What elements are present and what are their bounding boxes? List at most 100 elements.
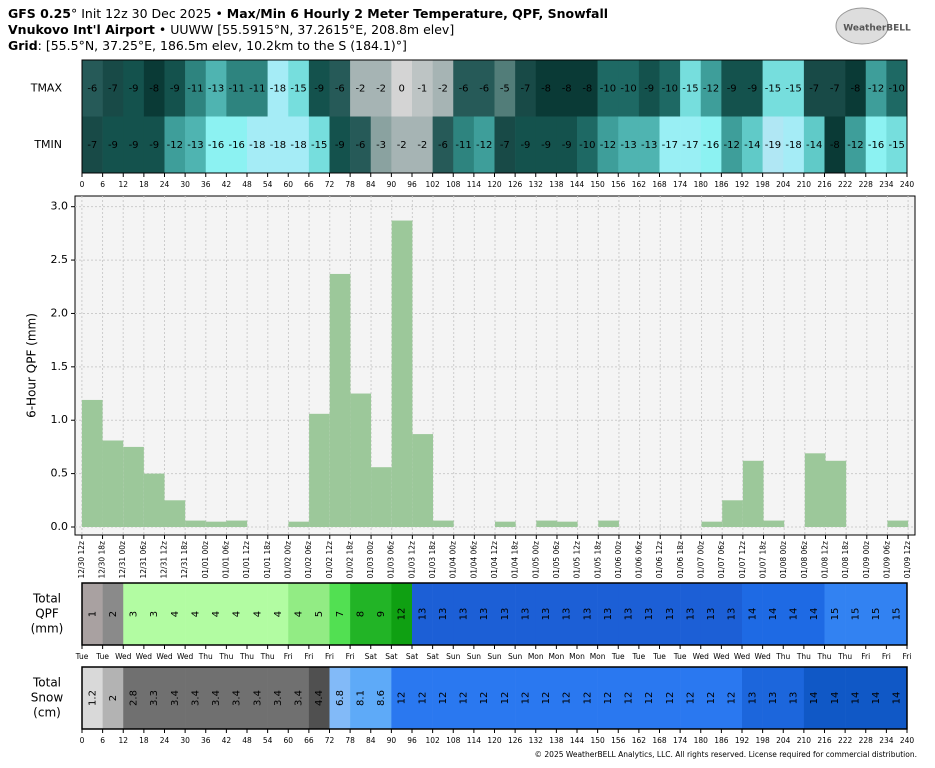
cell-label: -15 [311, 140, 327, 151]
x-tick-label: 01/09 12z [903, 541, 912, 579]
strip-cell [742, 583, 763, 645]
strip-cell [185, 667, 207, 729]
x-tick-label: Thu [239, 652, 254, 661]
x-tick-label: 66 [304, 180, 314, 189]
bar [350, 393, 372, 527]
cell-label: -11 [455, 140, 471, 151]
cell-label: 12 [500, 692, 511, 705]
cell-label: 13 [582, 608, 593, 621]
cell-label: -9 [314, 83, 324, 94]
heat-cell [762, 116, 784, 173]
cell-label: -15 [765, 83, 781, 94]
heat-cell [247, 60, 268, 117]
bar [722, 500, 743, 527]
strip-cell [370, 583, 392, 645]
heat-cell [453, 60, 475, 117]
strip-label: Total [32, 592, 61, 606]
heat-cell [453, 116, 475, 173]
station: Vnukovo Int'l Airport [8, 22, 155, 37]
cell-label: -10 [579, 140, 595, 151]
x-tick-label: 138 [549, 736, 564, 745]
x-tick-label: 180 [694, 736, 709, 745]
x-tick-label: 01/01 12z [242, 541, 251, 579]
heat-cell [308, 60, 330, 117]
x-tick-label: Sun [487, 652, 502, 661]
bar [288, 521, 310, 527]
strip-cell [742, 667, 763, 729]
heat-cell [473, 60, 495, 117]
x-tick-label: 78 [345, 180, 355, 189]
x-tick-label: 01/09 00z [862, 541, 871, 579]
cell-label: -2 [397, 140, 407, 151]
x-tick-label: Sat [426, 652, 438, 661]
strip-cell [267, 583, 289, 645]
x-tick-label: Thu [198, 652, 213, 661]
heat-cell [783, 60, 805, 117]
heat-cell [865, 60, 887, 117]
cell-label: 12 [541, 692, 552, 705]
x-tick-label: 01/06 18z [676, 541, 685, 579]
heat-cell [391, 116, 413, 173]
x-tick-label: Mon [569, 652, 585, 661]
heat-cell [267, 60, 289, 117]
cell-label: 0 [399, 83, 405, 94]
x-tick-label: Sun [467, 652, 482, 661]
cell-label: -8 [830, 140, 840, 151]
cell-label: 12 [417, 692, 428, 705]
heat-cell [288, 60, 310, 117]
cell-label: -18 [270, 140, 286, 151]
heat-cell [556, 116, 578, 173]
cell-label: 4 [232, 611, 243, 617]
x-tick-label: Mon [590, 652, 606, 661]
x-tick-label: 18 [139, 736, 149, 745]
cell-label: 12 [727, 692, 738, 705]
heat-cell [102, 116, 124, 173]
bar [164, 500, 186, 527]
cell-label: 13 [520, 608, 531, 621]
cell-label: -14 [744, 140, 760, 151]
cell-label: 3.4 [273, 690, 284, 706]
strip-cell [205, 667, 227, 729]
x-tick-label: 66 [304, 736, 314, 745]
x-tick-label: Tue [652, 652, 666, 661]
strip-cell [783, 583, 805, 645]
cell-label: -6 [87, 83, 97, 94]
x-tick-label: 18 [139, 180, 149, 189]
x-tick-label: Wed [754, 652, 771, 661]
header-line1: GFS 0.25° Init 12z 30 Dec 2025 • Max/Min… [8, 6, 608, 21]
strip-cell [185, 583, 207, 645]
heat-cell [226, 116, 248, 173]
x-tick-label: 234 [879, 180, 894, 189]
x-tick-label: 150 [590, 736, 605, 745]
heat-cell [329, 116, 351, 173]
heat-cell [391, 60, 413, 117]
row-label: TMIN [33, 138, 62, 151]
bar [226, 520, 248, 527]
x-tick-label: 01/09 06z [882, 541, 891, 579]
x-tick-label: 240 [900, 736, 915, 745]
logo: WeatherBELL [835, 7, 911, 45]
heat-cell [762, 60, 784, 117]
strip-cell [329, 583, 351, 645]
cell-label: -9 [129, 83, 139, 94]
bar [742, 460, 764, 527]
cell-label: -9 [335, 140, 345, 151]
heat-cell [803, 116, 825, 173]
cell-label: -8 [149, 83, 159, 94]
x-tick-label: 192 [735, 736, 750, 745]
cell-label: 13 [417, 608, 428, 621]
strip-cell [453, 583, 475, 645]
strip-cell [865, 583, 887, 645]
cell-label: 4 [252, 611, 263, 617]
heat-cell [205, 116, 227, 173]
bar [433, 520, 454, 527]
x-tick-label: 192 [735, 180, 750, 189]
strip-label: (mm) [31, 622, 64, 636]
cell-label: 12 [397, 608, 408, 621]
x-tick-label: 01/02 12z [325, 541, 334, 579]
x-tick-label: 6 [100, 736, 105, 745]
x-tick-label: Fri [284, 652, 293, 661]
x-tick-label: 0 [80, 736, 85, 745]
x-tick-label: 24 [160, 180, 170, 189]
strip-cell [82, 667, 103, 729]
